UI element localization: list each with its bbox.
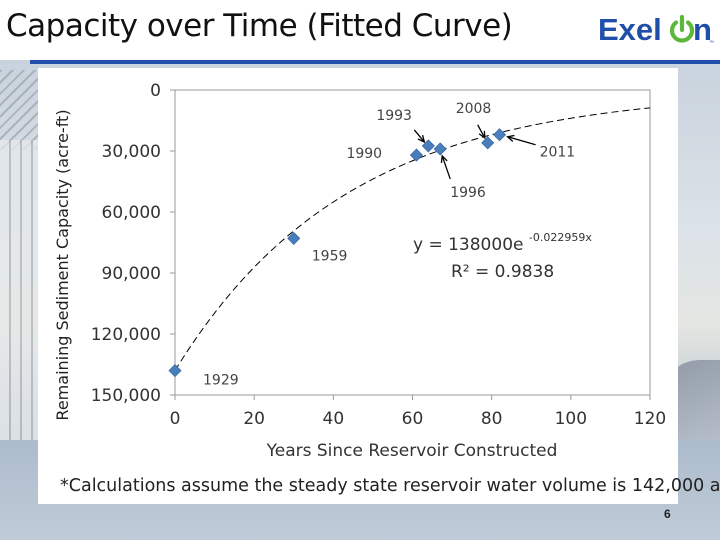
arrow-2011 xyxy=(507,136,536,146)
data-points xyxy=(168,128,507,378)
x-tick-label: 120 xyxy=(634,409,666,429)
point-label-2011: 2011 xyxy=(540,145,576,161)
x-tick-label: 20 xyxy=(243,409,265,429)
arrowhead-1996 xyxy=(440,154,448,163)
fitted-curve-line xyxy=(174,107,651,371)
logo-wordmark-right: n xyxy=(693,12,712,47)
y-axis-ticks: 0 30,000 60,000 90,000 120,000 150,000 xyxy=(91,81,175,406)
x-tick-label: 0 xyxy=(170,409,181,429)
power-icon xyxy=(669,14,695,43)
y-tick-label: 30,000 xyxy=(102,142,161,162)
x-tick-label: 80 xyxy=(481,409,503,429)
title-rule xyxy=(30,60,720,64)
data-point-1996 xyxy=(433,142,447,156)
data-point-1990 xyxy=(409,148,424,162)
x-tick-label: 60 xyxy=(402,409,424,429)
capacity-chart: 0 30,000 60,000 90,000 120,000 150,000 0 20 40 6… xyxy=(53,81,666,461)
y-tick-label: 0 xyxy=(150,81,161,101)
logo-wordmark-left: Exel xyxy=(598,12,662,47)
y-tick-label: 60,000 xyxy=(102,203,161,223)
y-tick-label: 90,000 xyxy=(102,264,161,284)
y-tick-label: 120,000 xyxy=(91,325,161,345)
data-point-1929 xyxy=(168,364,182,378)
point-label-1990: 1990 xyxy=(346,146,382,162)
y-tick-label: 150,000 xyxy=(91,386,161,406)
fit-r-squared: R² = 0.9838 xyxy=(451,262,554,282)
arrow-1996 xyxy=(441,155,451,180)
data-point-2011 xyxy=(493,128,507,142)
page-number: 6 xyxy=(664,507,671,521)
arrowhead-1993 xyxy=(417,134,426,144)
point-label-1993: 1993 xyxy=(376,108,412,124)
data-point-1959 xyxy=(287,231,301,245)
arrow-1993 xyxy=(413,129,425,143)
arrow-2008 xyxy=(477,124,486,139)
background-transmission-tower xyxy=(0,70,40,150)
slide-title: Capacity over Time (Fitted Curve) xyxy=(6,8,513,44)
arrowhead-2008 xyxy=(478,130,486,140)
logo-trademark: ™ xyxy=(709,40,714,46)
point-label-1959: 1959 xyxy=(312,248,348,264)
data-point-1993 xyxy=(421,139,435,153)
exelon-logo: Exel n ™ xyxy=(598,12,714,47)
point-label-2008: 2008 xyxy=(456,101,492,117)
point-label-1929: 1929 xyxy=(203,373,239,389)
x-tick-label: 100 xyxy=(555,409,587,429)
x-axis-ticks: 0 20 40 60 80 100 120 xyxy=(170,395,666,429)
x-axis-label: Years Since Reservoir Constructed xyxy=(266,441,558,461)
point-annotations: 1929 1959 1990 1993 1996 2008 2011 xyxy=(203,101,575,389)
arrowhead-2011 xyxy=(506,134,515,142)
fit-equation-exponent: -0.022959x xyxy=(529,231,592,244)
x-tick-label: 40 xyxy=(323,409,345,429)
plot-area xyxy=(174,89,651,396)
point-label-1996: 1996 xyxy=(450,185,486,201)
footnote: *Calculations assume the steady state re… xyxy=(60,476,720,496)
chart-panel: 0 30,000 60,000 90,000 120,000 150,000 0 20 40 6… xyxy=(38,68,678,504)
data-point-2008 xyxy=(481,136,495,150)
fit-equation-base: y = 138000e xyxy=(413,235,523,255)
fit-equation: y = 138000e -0.022959x xyxy=(413,231,592,255)
y-axis-label: Remaining Sediment Capacity (acre-ft) xyxy=(53,109,72,420)
